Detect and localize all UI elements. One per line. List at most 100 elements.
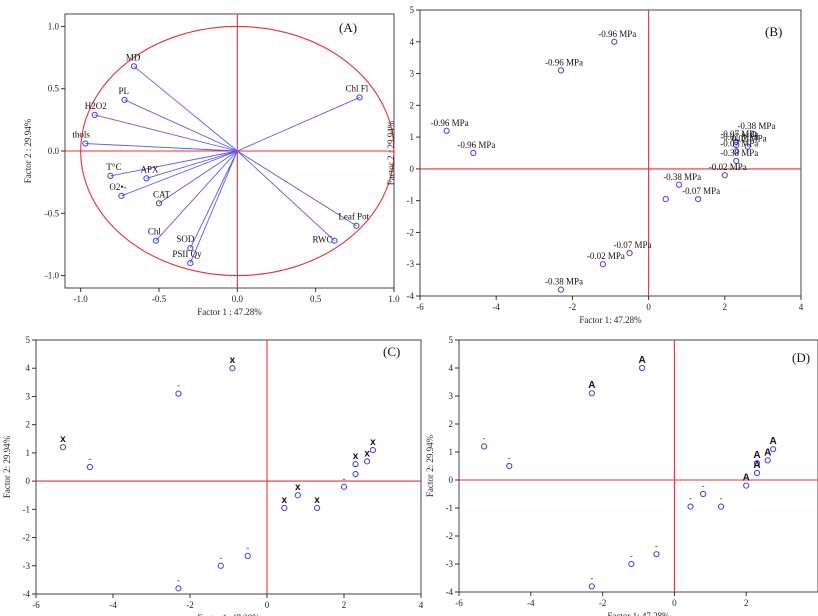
point-label: - bbox=[246, 543, 249, 553]
y-tick-label: -4 bbox=[407, 291, 415, 301]
y-tick-label: -4 bbox=[23, 589, 31, 599]
score-point bbox=[313, 504, 321, 512]
score-point bbox=[557, 67, 565, 74]
point-label: -0.07 MPa bbox=[720, 129, 758, 139]
y-tick-label: 2 bbox=[410, 100, 415, 110]
plot-frame bbox=[458, 339, 818, 593]
point-label: x bbox=[364, 448, 370, 459]
score-point bbox=[675, 181, 683, 188]
point-label: - bbox=[177, 575, 180, 585]
point-label: x bbox=[370, 437, 376, 448]
loading-point bbox=[121, 96, 128, 104]
point-label: - bbox=[483, 433, 486, 443]
score-point bbox=[369, 446, 376, 454]
y-axis-title: Factor 2: 29.94% bbox=[425, 434, 435, 497]
loading-vector bbox=[121, 150, 238, 197]
point-label: - bbox=[590, 573, 593, 583]
x-tick-label: 1.0 bbox=[388, 294, 400, 304]
variable-label: APX bbox=[140, 164, 159, 174]
score-point bbox=[481, 443, 488, 450]
score-point bbox=[588, 583, 595, 590]
score-point bbox=[733, 138, 740, 145]
x-tick-label: -4 bbox=[527, 598, 535, 608]
point-label: A bbox=[764, 447, 771, 458]
panel-a: -1.0 -0.5 0.0 0.5 1.0 1.0 0.5 0.0 -0.5 -1.0 Factor… bbox=[23, 13, 400, 317]
y-tick-label: 3 bbox=[449, 391, 454, 401]
x-tick-label: 0.5 bbox=[310, 294, 322, 304]
loading-vector bbox=[146, 150, 238, 179]
y-tick-label: 5 bbox=[26, 335, 31, 345]
point-label: - bbox=[88, 454, 91, 464]
variable-label: H2O2 bbox=[85, 101, 107, 111]
y-tick-label: 5 bbox=[449, 335, 454, 345]
score-point bbox=[217, 562, 224, 569]
point-label: A bbox=[753, 460, 760, 471]
point-label: - bbox=[219, 553, 222, 563]
y-tick-label: -3 bbox=[23, 561, 31, 571]
y-tick-label: 4 bbox=[449, 363, 454, 373]
x-axis-title: Factor 1: 47.28% bbox=[607, 611, 670, 616]
point-label: -0.02 MPa bbox=[587, 251, 625, 261]
score-point bbox=[628, 560, 635, 568]
y-tick-label: -3 bbox=[407, 259, 415, 269]
score-point bbox=[364, 458, 371, 465]
score-point bbox=[743, 482, 750, 489]
y-tick-label: 1 bbox=[410, 132, 415, 142]
point-label: x bbox=[295, 482, 301, 493]
score-point bbox=[638, 364, 646, 372]
x-tick-label: 0 bbox=[672, 598, 677, 608]
loading-point bbox=[130, 63, 138, 70]
variable-label: O2•- bbox=[109, 182, 126, 192]
point-label: -0.38 MPa bbox=[663, 172, 701, 182]
y-tick-label: 5 bbox=[410, 5, 415, 15]
point-label: -0.07 MPa bbox=[682, 186, 720, 196]
point-label: -0.07 MPa bbox=[720, 138, 758, 148]
score-point bbox=[662, 195, 669, 203]
y-tick-label: 0.5 bbox=[48, 84, 60, 94]
y-tick-label: -1 bbox=[446, 503, 454, 513]
y-tick-label: -1.0 bbox=[45, 271, 60, 281]
variable-label: SOD bbox=[176, 234, 195, 244]
score-point bbox=[557, 286, 565, 293]
variable-label: CAT bbox=[153, 189, 171, 199]
y-tick-label: -1 bbox=[407, 196, 415, 206]
x-tick-label: 4 bbox=[799, 302, 804, 312]
y-tick-label: -1 bbox=[23, 504, 31, 514]
score-point bbox=[352, 461, 359, 468]
point-label: A bbox=[588, 380, 595, 391]
score-point bbox=[695, 195, 702, 203]
score-point bbox=[700, 490, 707, 498]
score-point bbox=[653, 551, 660, 558]
x-tick-label: -6 bbox=[455, 598, 463, 608]
point-label: x bbox=[60, 434, 66, 445]
score-point bbox=[86, 463, 94, 471]
x-axis-title: Factor 1 : 47.28% bbox=[197, 307, 262, 317]
x-tick-label: -6 bbox=[416, 302, 424, 312]
y-tick-label: -3 bbox=[446, 559, 454, 569]
loading-point bbox=[82, 140, 89, 147]
point-label: -0.96 MPa bbox=[545, 57, 583, 67]
x-tick-label: -4 bbox=[109, 600, 117, 610]
loading-vector bbox=[237, 150, 357, 227]
score-point bbox=[753, 469, 761, 477]
x-tick-label: -1.0 bbox=[74, 294, 89, 304]
variable-label: Leaf Pot bbox=[338, 212, 369, 222]
point-label: x bbox=[230, 355, 236, 366]
point-label: x bbox=[353, 451, 359, 462]
variable-label: Chl bbox=[148, 227, 162, 237]
y-tick-label: 0.0 bbox=[48, 146, 60, 156]
score-point bbox=[352, 470, 359, 478]
point-label: x bbox=[282, 495, 288, 506]
panel-label: (A) bbox=[339, 20, 357, 35]
point-label: -0.02 MPa bbox=[709, 162, 747, 172]
variable-label: MD bbox=[126, 52, 141, 62]
point-label: - bbox=[177, 381, 180, 391]
score-point bbox=[733, 157, 740, 165]
loading-vector bbox=[124, 99, 238, 152]
score-point bbox=[281, 504, 288, 512]
loading-vector bbox=[158, 150, 238, 204]
variable-label: PSII Qy bbox=[172, 249, 202, 259]
score-point bbox=[506, 462, 513, 470]
